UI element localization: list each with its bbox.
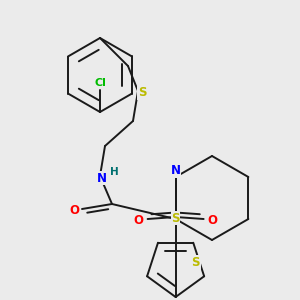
Text: S: S: [191, 256, 200, 269]
Text: Cl: Cl: [94, 78, 106, 88]
Text: S: S: [171, 212, 180, 224]
Text: H: H: [110, 167, 118, 177]
Text: O: O: [134, 214, 144, 226]
Text: O: O: [69, 205, 79, 218]
Text: N: N: [171, 164, 181, 178]
Text: N: N: [97, 172, 107, 184]
Text: O: O: [208, 214, 218, 226]
Text: S: S: [138, 86, 146, 100]
